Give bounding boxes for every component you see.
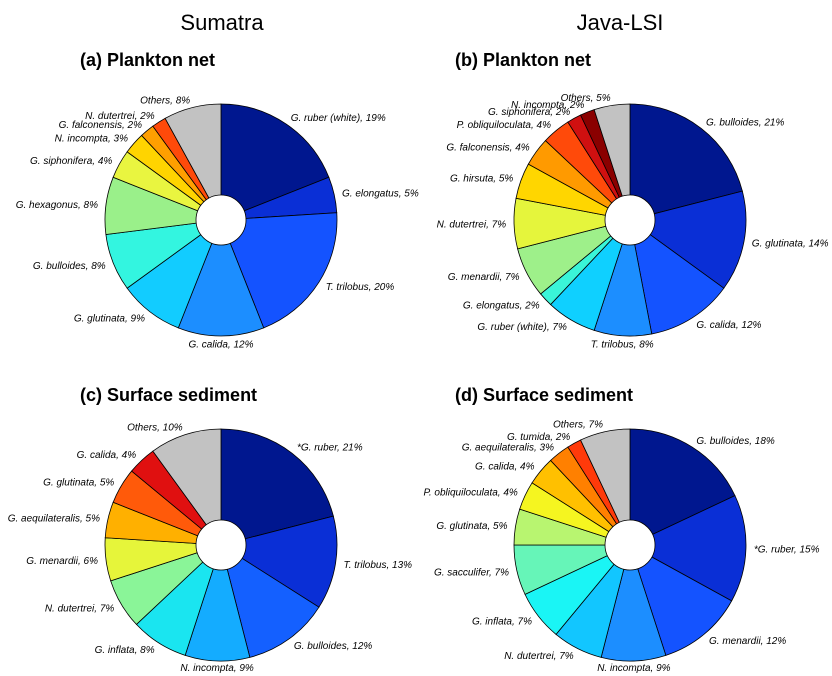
- pie-center-hole: [195, 519, 247, 571]
- slice-label-n-incompta: N. incompta, 2%: [511, 100, 584, 111]
- slice-label-g-ruber-white: G. ruber (white), 19%: [291, 113, 386, 124]
- pie-slice-g-ruber-white: [220, 103, 330, 221]
- slice-label-g-elongatus: G. elongatus, 2%: [463, 300, 540, 311]
- slice-label-p-obliquiloculata: P. obliquiloculata, 4%: [423, 488, 517, 499]
- pie-slice-others: [164, 103, 222, 221]
- pie-slice-g-menardii: [629, 544, 733, 656]
- slice-label-g-siphonifera: G. siphonifera, 2%: [488, 107, 570, 118]
- pie-slice-g-bulloides: [220, 544, 320, 658]
- pie-center-hole: [195, 194, 247, 246]
- pie-surface-sediment-java-lsi: G. bulloides, 18% *G. ruber, 15% G. menard…: [423, 420, 819, 675]
- panel-a: (a) Plankton net G. ruber (white), 19%G.…: [16, 50, 419, 351]
- pie-slice-others: [152, 428, 222, 547]
- slice-label-g-tumida: G. tumida, 2%: [507, 432, 570, 443]
- slice-label-n-dutertrei: N. dutertrei, 7%: [437, 219, 507, 230]
- slice-label-n-dutertrei: N. dutertrei, 7%: [504, 651, 574, 662]
- panel-c: (c) Surface sediment *G. ruber, 21% T. tr…: [8, 385, 412, 674]
- slice-label-g-sacculifer: G. sacculifer, 7%: [434, 568, 509, 579]
- slice-label-g-falconensis: G. falconensis, 4%: [446, 143, 529, 154]
- panel-title-c: (c) Surface sediment: [80, 385, 257, 405]
- slice-label-n-dutertrei: N. dutertrei, 7%: [45, 604, 115, 615]
- region-title-java-lsi: Java-LSI: [577, 10, 664, 35]
- pie-slice-g-glutinata: [629, 190, 747, 289]
- slice-label-others: Others, 10%: [127, 423, 183, 434]
- pie-plankton-net-sumatra: G. ruber (white), 19% G. elongatus, 5% T. …: [16, 95, 419, 350]
- panel-title-d: (d) Surface sediment: [455, 385, 633, 405]
- slice-label-g-falconensis: G. falconensis, 2%: [59, 120, 142, 131]
- pie-center-hole: [604, 519, 656, 571]
- slice-label-g-menardii: G. menardii, 7%: [448, 272, 520, 283]
- pie-slice-others: [593, 103, 631, 221]
- slice-label-g-bulloides: G. bulloides, 12%: [294, 641, 372, 652]
- pie-slice-g-bulloides: [629, 428, 736, 546]
- slice-label-n-dutertrei: N. dutertrei, 2%: [85, 111, 155, 122]
- slice-label-g-glutinata: G. glutinata, 14%: [752, 239, 829, 250]
- slice-label-g-calida: G. calida, 4%: [475, 462, 535, 473]
- pie-slice-g-ruber: [629, 495, 747, 602]
- slice-label-t-trilobus: T. trilobus, 20%: [326, 282, 395, 293]
- slice-label-g-aequilateralis: G. aequilateralis, 3%: [462, 443, 554, 454]
- slice-label-g-bulloides: G. bulloides, 18%: [696, 436, 774, 447]
- pie-slice-t-trilobus: [220, 515, 338, 608]
- pie-slice-t-trilobus: [220, 212, 338, 329]
- slice-label-n-incompta: N. incompta, 9%: [180, 663, 253, 674]
- pie-slice-g-calida: [629, 219, 725, 335]
- region-title-sumatra: Sumatra: [180, 10, 264, 35]
- slice-label-g-inflata: G. inflata, 7%: [472, 617, 532, 628]
- slice-label-g-glutinata: G. glutinata, 5%: [43, 477, 114, 488]
- slice-label-t-trilobus: T. trilobus, 8%: [591, 339, 654, 350]
- slice-label-g-bulloides: G. bulloides, 21%: [706, 118, 784, 129]
- pie-slice-g-ruber: [220, 428, 334, 546]
- slice-label-n-incompta: N. incompta, 3%: [55, 134, 128, 145]
- pie-slice-g-calida: [177, 218, 265, 337]
- slice-label-t-trilobus: T. trilobus, 13%: [344, 560, 413, 571]
- slice-label-g-siphonifera: G. siphonifera, 4%: [30, 156, 112, 167]
- slice-label-g-aequilateralis: G. aequilateralis, 5%: [8, 514, 100, 525]
- slice-label-others: Others, 5%: [561, 93, 611, 104]
- slice-label-others: Others, 8%: [140, 95, 190, 106]
- slice-label-g-calida: G. calida, 12%: [696, 320, 761, 331]
- pie-surface-sediment-sumatra: *G. ruber, 21% T. trilobus, 13% G. bulloid…: [8, 423, 412, 674]
- panel-d: (d) Surface sediment G. bulloides, 18% *G…: [423, 385, 819, 674]
- slice-label-g-menardii: G. menardii, 12%: [709, 636, 786, 647]
- pie-slice-g-bulloides: [629, 103, 743, 221]
- slice-label-g-ruber: *G. ruber, 15%: [754, 544, 820, 555]
- slice-label-others: Others, 7%: [553, 420, 603, 431]
- slice-label-g-hirsuta: G. hirsuta, 5%: [450, 174, 513, 185]
- panel-title-a: (a) Plankton net: [80, 50, 215, 70]
- pie-center-hole: [604, 194, 656, 246]
- panel-b: (b) Plankton net G. bulloides, 21% G. glu…: [437, 50, 829, 350]
- slice-label-g-calida: G. calida, 12%: [188, 340, 253, 351]
- slice-label-p-obliquiloculata: P. obliquiloculata, 4%: [457, 120, 551, 131]
- slice-label-g-elongatus: G. elongatus, 5%: [342, 189, 419, 200]
- slice-label-n-incompta: N. incompta, 9%: [597, 663, 670, 674]
- slice-label-g-bulloides: G. bulloides, 8%: [33, 261, 106, 272]
- pie-slice-others: [580, 428, 631, 546]
- slice-label-g-ruber: *G. ruber, 21%: [297, 443, 363, 454]
- slice-label-g-menardii: G. menardii, 6%: [26, 556, 98, 567]
- slice-label-g-hexagonus: G. hexagonus, 8%: [16, 200, 98, 211]
- slice-label-g-glutinata: G. glutinata, 5%: [436, 521, 507, 532]
- slice-label-g-inflata: G. inflata, 8%: [95, 645, 155, 656]
- slice-label-g-ruber-white: G. ruber (white), 7%: [477, 322, 567, 333]
- panel-title-b: (b) Plankton net: [455, 50, 591, 70]
- pie-plankton-net-java-lsi: G. bulloides, 21% G. glutinata, 14% G. cal…: [437, 93, 829, 350]
- slice-label-g-calida: G. calida, 4%: [77, 450, 137, 461]
- slice-label-g-glutinata: G. glutinata, 9%: [74, 314, 145, 325]
